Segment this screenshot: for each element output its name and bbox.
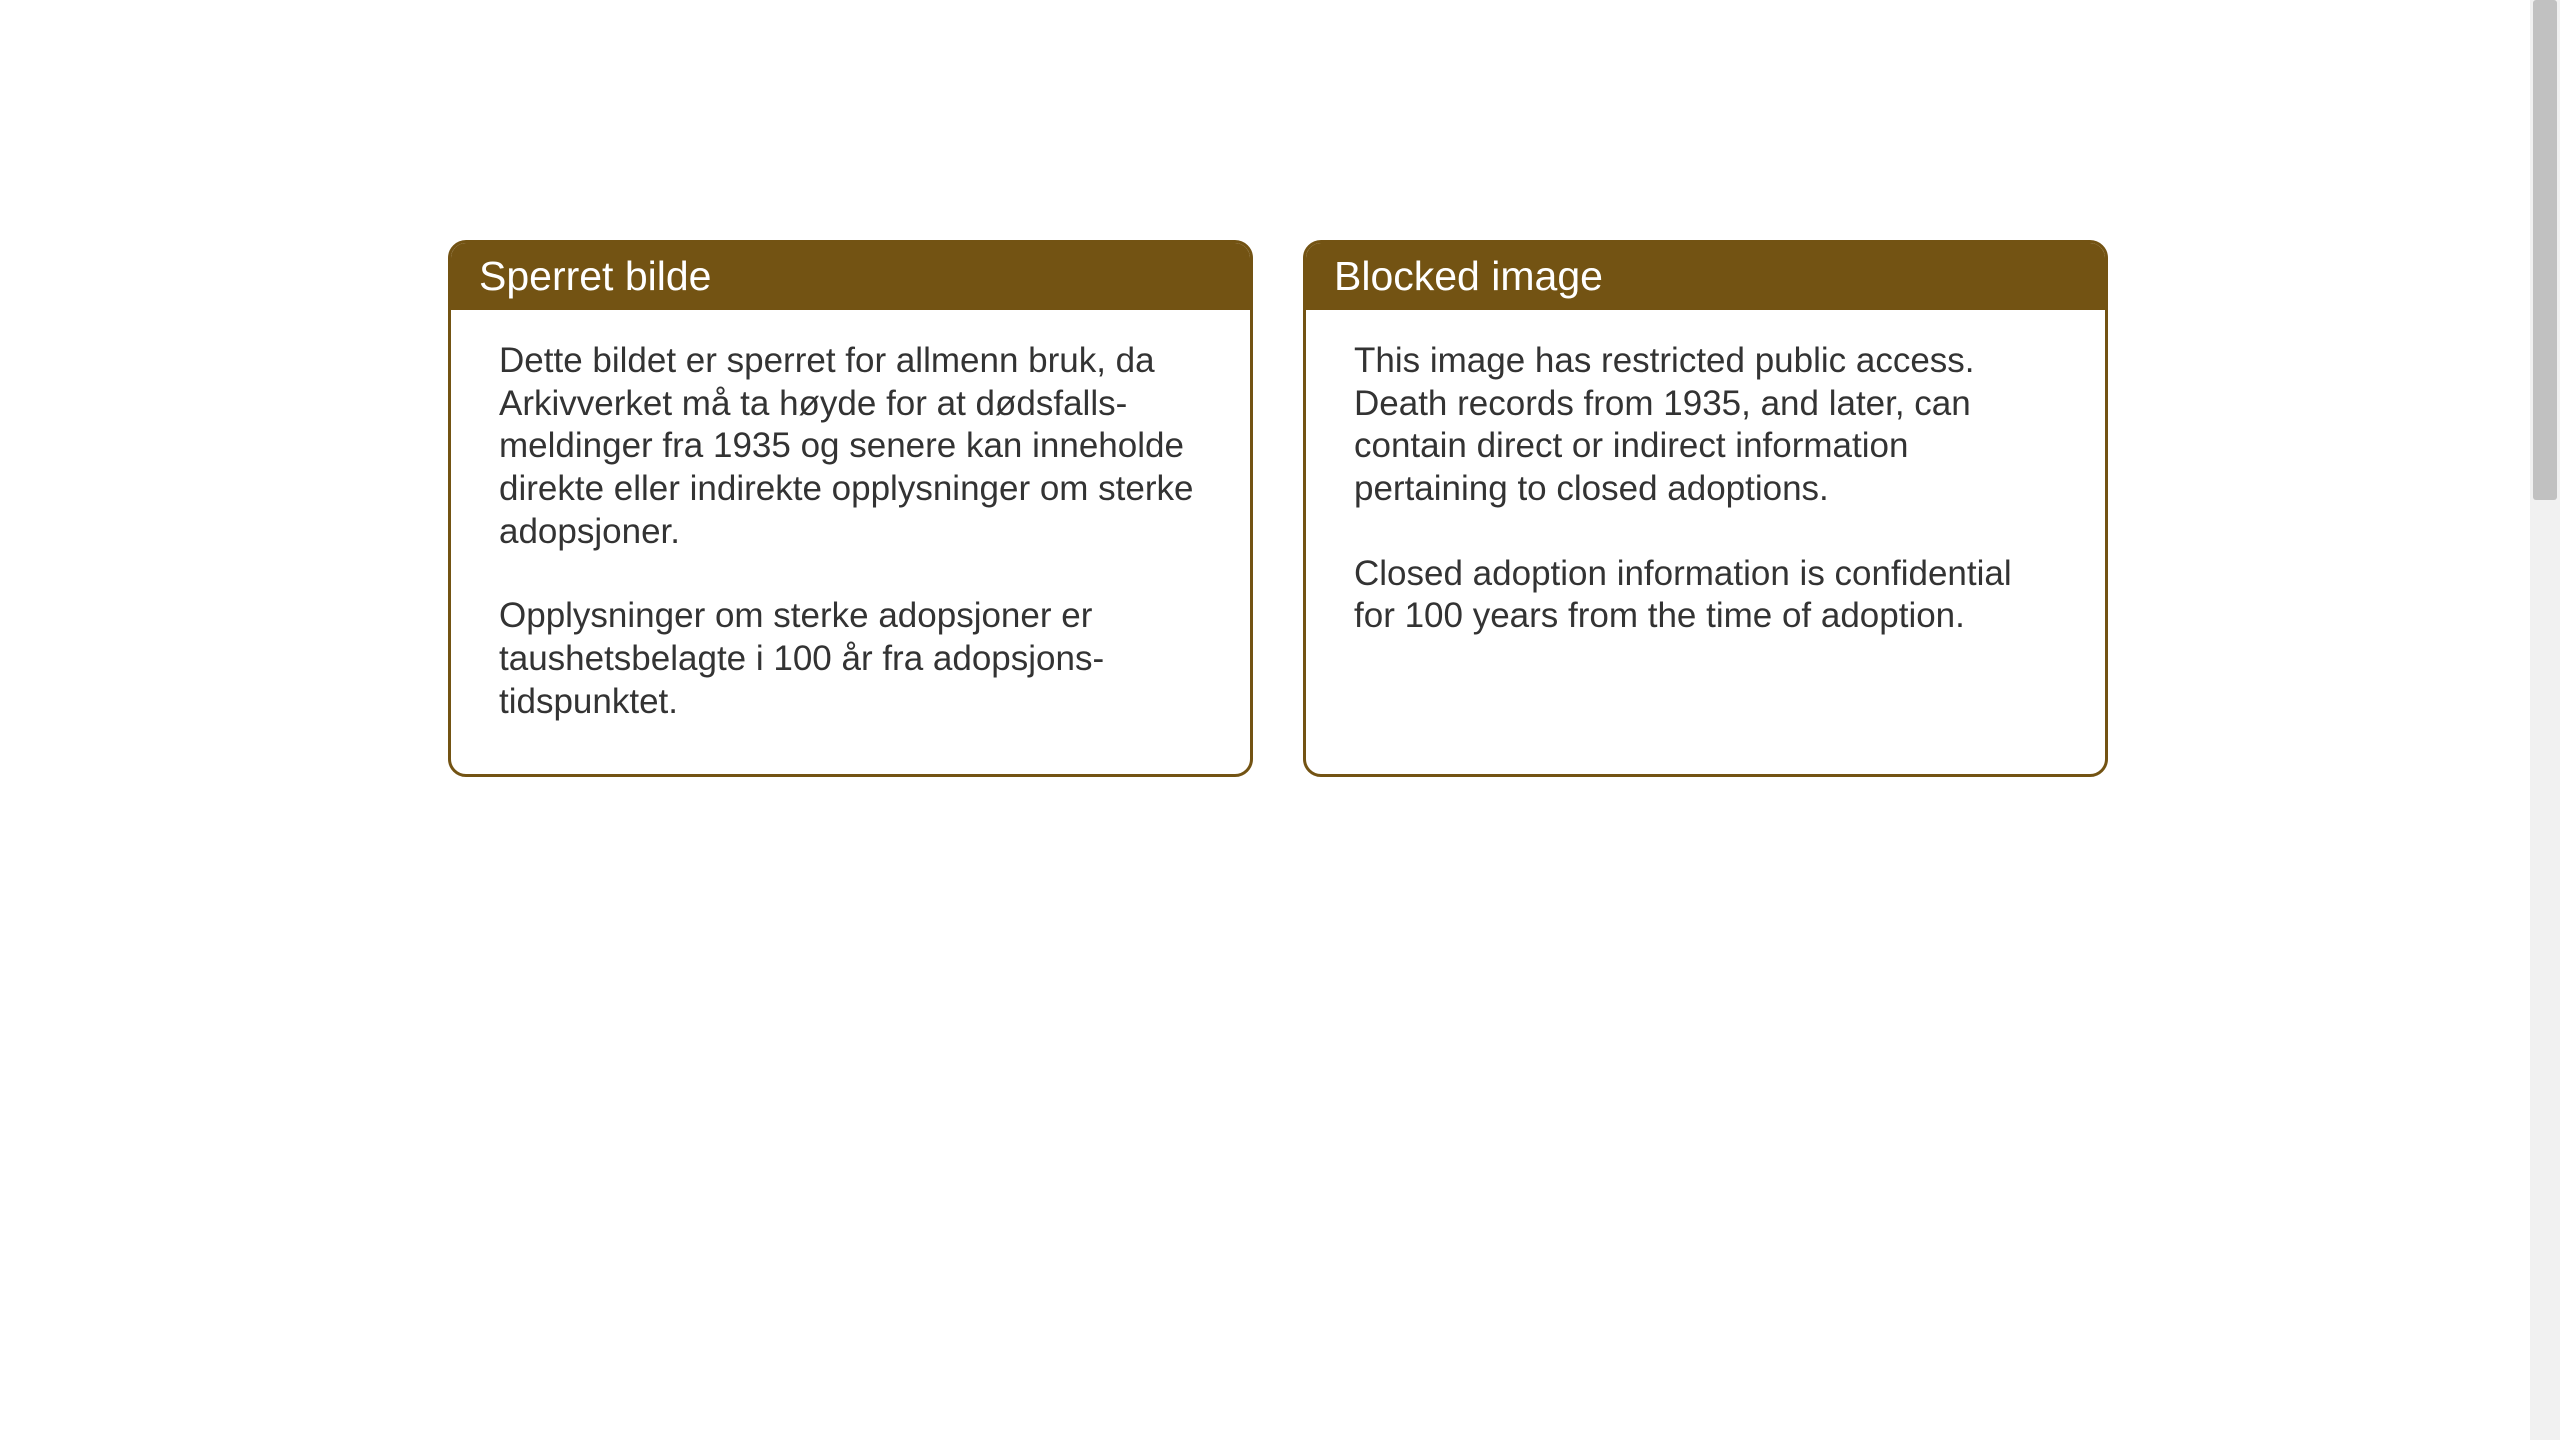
english-paragraph-2: Closed adoption information is confident…	[1354, 553, 2057, 638]
norwegian-card-body: Dette bildet er sperret for allmenn bruk…	[451, 310, 1250, 774]
vertical-scrollbar[interactable]	[2530, 0, 2560, 1440]
norwegian-paragraph-1: Dette bildet er sperret for allmenn bruk…	[499, 340, 1202, 553]
scrollbar-thumb[interactable]	[2533, 0, 2557, 500]
english-card-header: Blocked image	[1306, 243, 2105, 310]
norwegian-paragraph-2: Opplysninger om sterke adopsjoner er tau…	[499, 595, 1202, 723]
english-paragraph-1: This image has restricted public access.…	[1354, 340, 2057, 511]
norwegian-card-header: Sperret bilde	[451, 243, 1250, 310]
cards-container: Sperret bilde Dette bildet er sperret fo…	[0, 0, 2560, 777]
english-card-body: This image has restricted public access.…	[1306, 310, 2105, 688]
english-card: Blocked image This image has restricted …	[1303, 240, 2108, 777]
norwegian-card: Sperret bilde Dette bildet er sperret fo…	[448, 240, 1253, 777]
